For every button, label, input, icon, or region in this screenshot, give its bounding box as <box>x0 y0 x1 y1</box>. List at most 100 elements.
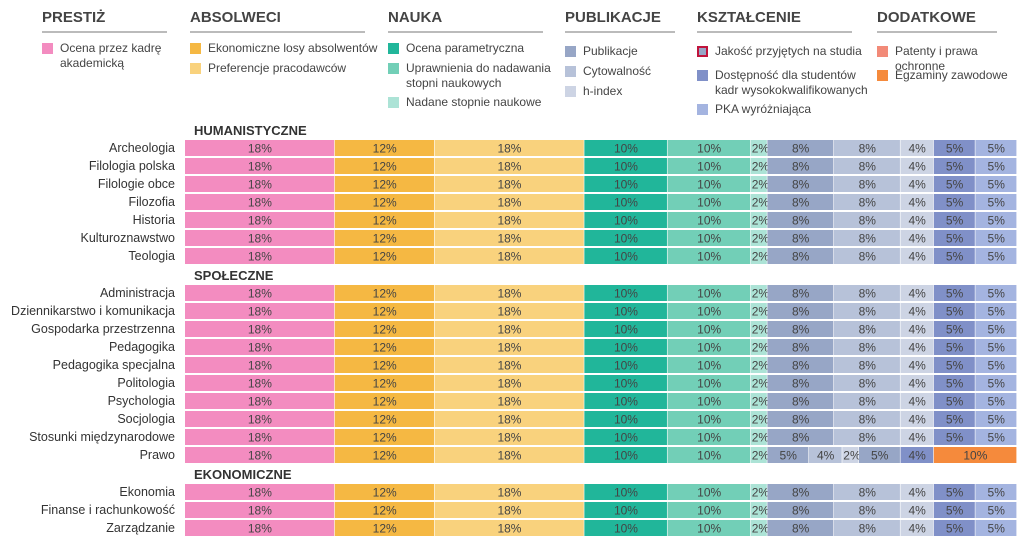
bar-segment <box>767 357 834 373</box>
legend-swatch <box>877 46 888 57</box>
segment-label: 10% <box>614 232 638 246</box>
bar-segment <box>334 411 434 427</box>
segment-label: 4% <box>908 377 926 391</box>
segment-label: 12% <box>373 160 397 174</box>
bar-segment <box>900 140 934 156</box>
segment-label: 5% <box>988 250 1006 264</box>
segment-label: 18% <box>497 178 521 192</box>
bar-segment <box>434 484 584 500</box>
bar-segment <box>584 447 667 463</box>
segment-label: 8% <box>792 359 810 373</box>
segment-label: 18% <box>248 287 272 301</box>
segment-label: 8% <box>859 323 877 337</box>
bar-segment <box>334 303 434 319</box>
bar-segment <box>833 321 900 337</box>
segment-label: 8% <box>859 250 877 264</box>
segment-label: 18% <box>497 413 521 427</box>
bar-segment <box>434 140 584 156</box>
bar-segment <box>750 303 767 319</box>
segment-label: 10% <box>697 160 721 174</box>
segment-label: 10% <box>697 359 721 373</box>
segment-label: 4% <box>908 486 926 500</box>
segment-label: 10% <box>614 142 638 156</box>
segment-label: 10% <box>697 341 721 355</box>
bar-segment <box>933 339 975 355</box>
row-label: Historia <box>133 213 175 227</box>
segment-label: 5% <box>946 287 964 301</box>
bar-segment <box>185 429 335 445</box>
bar-segment <box>933 321 975 337</box>
segment-label: 8% <box>859 196 877 210</box>
segment-label: 4% <box>908 142 926 156</box>
bar-segment <box>933 212 975 228</box>
bar-segment <box>750 140 767 156</box>
bar-segment <box>767 502 834 518</box>
segment-label: 8% <box>859 522 877 536</box>
segment-label: 8% <box>859 287 877 301</box>
bar-segment <box>750 429 767 445</box>
segment-label: 2% <box>843 449 861 463</box>
segment-label: 10% <box>614 522 638 536</box>
bar-segment <box>334 375 434 391</box>
bar-segment <box>584 502 667 518</box>
bar-segment <box>434 502 584 518</box>
bar-segment <box>833 393 900 409</box>
segment-label: 12% <box>373 287 397 301</box>
bar-segment <box>833 176 900 192</box>
segment-label: 18% <box>497 287 521 301</box>
bar-segment <box>933 520 975 536</box>
bar-segment <box>185 447 335 463</box>
bar-segment <box>975 248 1017 264</box>
segment-label: 10% <box>697 377 721 391</box>
segment-label: 8% <box>792 305 810 319</box>
segment-label: 5% <box>988 504 1006 518</box>
bar-segment <box>975 194 1017 210</box>
bar-segment <box>767 484 834 500</box>
segment-label: 5% <box>988 486 1006 500</box>
segment-label: 18% <box>248 142 272 156</box>
segment-label: 4% <box>908 395 926 409</box>
bar-segment <box>833 303 900 319</box>
bar-segment <box>833 140 900 156</box>
segment-label: 18% <box>248 431 272 445</box>
segment-label: 10% <box>697 413 721 427</box>
segment-label: 8% <box>859 486 877 500</box>
segment-label: 18% <box>248 196 272 210</box>
segment-label: 12% <box>373 522 397 536</box>
segment-label: 4% <box>908 287 926 301</box>
segment-label: 4% <box>908 178 926 192</box>
segment-label: 5% <box>946 196 964 210</box>
segment-label: 10% <box>963 449 987 463</box>
bar-segment <box>667 393 751 409</box>
segment-label: 4% <box>908 323 926 337</box>
bar-segment <box>933 502 975 518</box>
bar-segment <box>434 339 584 355</box>
bar-segment <box>185 303 335 319</box>
segment-label: 12% <box>373 395 397 409</box>
segment-label: 4% <box>908 449 926 463</box>
category-title: HUMANISTYCZNE <box>194 123 307 138</box>
segment-label: 5% <box>988 395 1006 409</box>
segment-label: 12% <box>373 178 397 192</box>
bar-segment <box>584 212 667 228</box>
bar-segment <box>900 502 934 518</box>
bar-segment <box>975 321 1017 337</box>
bar-segment <box>185 212 335 228</box>
bar-segment <box>185 176 335 192</box>
segment-label: 5% <box>946 486 964 500</box>
bar-segment <box>750 375 767 391</box>
segment-label: 2% <box>752 341 770 355</box>
bar-segment <box>767 375 834 391</box>
bar-segment <box>933 176 975 192</box>
bar-segment <box>667 429 751 445</box>
bar-segment <box>434 411 584 427</box>
segment-label: 4% <box>908 413 926 427</box>
row-label: Prawo <box>140 448 175 462</box>
row-label: Ekonomia <box>119 485 175 499</box>
segment-label: 4% <box>908 522 926 536</box>
bar-segment <box>584 375 667 391</box>
bar-segment <box>767 176 834 192</box>
segment-label: 10% <box>614 449 638 463</box>
segment-label: 5% <box>988 160 1006 174</box>
bar-segment <box>667 484 751 500</box>
